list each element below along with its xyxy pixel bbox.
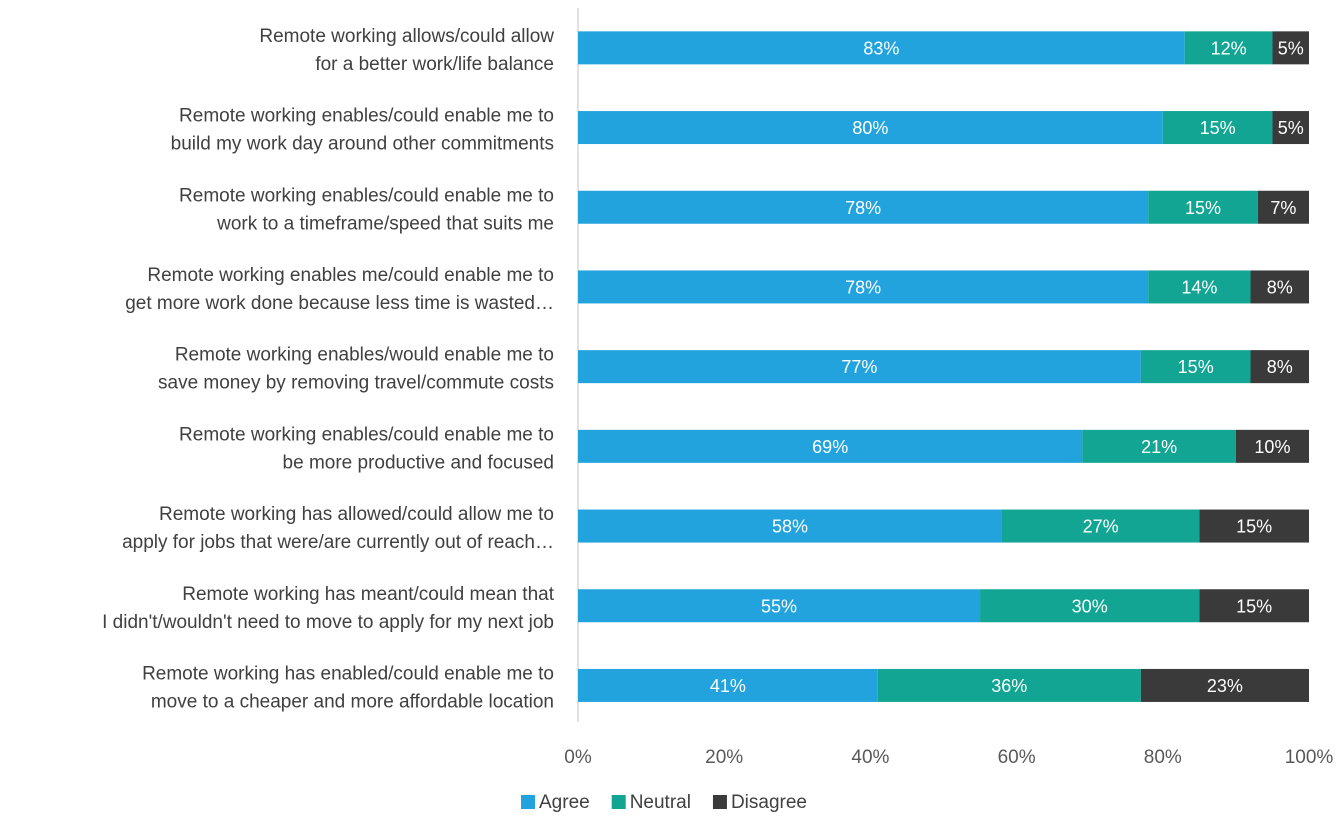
x-tick-label-40pct: 40% xyxy=(851,747,889,768)
data-label-neutral-1: 12% xyxy=(1211,38,1247,58)
data-label-agree-1: 83% xyxy=(863,38,899,58)
bar-neutral-4 xyxy=(1148,270,1251,304)
x-tick-label-0pct: 0% xyxy=(564,747,592,768)
legend-label-neutral: Neutral xyxy=(630,792,691,813)
data-label-disagree-7: 15% xyxy=(1236,517,1272,537)
data-label-agree-3: 78% xyxy=(845,198,881,218)
category-label-7: Remote working has allowed/could allow m… xyxy=(122,504,554,553)
data-label-neutral-2: 15% xyxy=(1200,118,1236,138)
x-tick-label-60pct: 60% xyxy=(998,747,1036,768)
data-label-agree-6: 69% xyxy=(812,437,848,457)
bar-neutral-9 xyxy=(877,668,1141,702)
bar-disagree-4 xyxy=(1250,270,1309,304)
data-label-agree-2: 80% xyxy=(852,118,888,138)
category-label-1: Remote working allows/could allow for a b… xyxy=(259,26,554,75)
bar-agree-2 xyxy=(578,111,1163,145)
bar-neutral-2 xyxy=(1162,111,1273,145)
bar-disagree-6 xyxy=(1235,429,1309,463)
data-label-disagree-2: 5% xyxy=(1278,118,1304,138)
category-label-9: Remote working has enabled/could enable … xyxy=(142,663,554,712)
data-label-disagree-8: 15% xyxy=(1236,596,1272,616)
bar-agree-5 xyxy=(578,350,1141,384)
bar-agree-9 xyxy=(578,668,878,702)
bar-neutral-6 xyxy=(1082,429,1236,463)
bar-disagree-7 xyxy=(1199,509,1309,543)
x-tick-label-100pct: 100% xyxy=(1285,747,1334,768)
data-label-disagree-6: 10% xyxy=(1254,437,1290,457)
data-label-neutral-5: 15% xyxy=(1178,357,1214,377)
plot-area: 83% 12% 5% 80% 15% 5% 78% 15% 7% 78% 14% 8% 77% 15% 8%… xyxy=(577,8,1309,722)
bar-neutral-8 xyxy=(980,589,1200,623)
x-tick-label-80pct: 80% xyxy=(1144,747,1182,768)
legend-swatch-disagree xyxy=(712,795,727,809)
legend: Agree Neutral Disagree xyxy=(521,792,807,813)
legend-label-disagree: Disagree xyxy=(731,792,807,813)
data-label-neutral-7: 27% xyxy=(1083,517,1119,537)
data-label-disagree-4: 8% xyxy=(1267,277,1293,297)
data-label-agree-8: 55% xyxy=(761,596,797,616)
data-label-agree-9: 41% xyxy=(710,676,746,696)
bar-neutral-5 xyxy=(1140,350,1251,384)
bar-agree-4 xyxy=(578,270,1149,304)
bar-disagree-1 xyxy=(1272,31,1309,65)
data-label-neutral-4: 14% xyxy=(1181,277,1217,297)
category-label-6: Remote working enables/could enable me t… xyxy=(179,424,554,473)
bar-agree-8 xyxy=(578,589,981,623)
bar-neutral-3 xyxy=(1148,190,1258,224)
category-label-5: Remote working enables/would enable me t… xyxy=(158,345,554,394)
legend-swatch-agree xyxy=(521,795,535,809)
data-label-disagree-1: 5% xyxy=(1278,38,1304,58)
bar-disagree-2 xyxy=(1272,111,1309,145)
category-label-2: Remote working enables/could enable me t… xyxy=(171,106,554,155)
bar-agree-6 xyxy=(578,429,1083,463)
bar-agree-1 xyxy=(578,31,1185,65)
data-label-disagree-9: 23% xyxy=(1207,676,1243,696)
category-labels: Remote working allows/could allow for a b… xyxy=(102,26,555,713)
x-tick-label-20pct: 20% xyxy=(705,747,743,768)
data-label-neutral-3: 15% xyxy=(1185,198,1221,218)
category-label-3: Remote working enables/could enable me t… xyxy=(179,185,554,234)
category-label-8: Remote working has meant/could mean that… xyxy=(102,584,555,633)
data-label-agree-5: 77% xyxy=(841,357,877,377)
data-label-neutral-9: 36% xyxy=(991,676,1027,696)
data-label-neutral-6: 21% xyxy=(1141,437,1177,457)
legend-swatch-neutral xyxy=(611,795,626,809)
bar-agree-3 xyxy=(578,190,1149,224)
bar-disagree-9 xyxy=(1140,668,1309,702)
legend-label-agree: Agree xyxy=(539,792,590,813)
bar-neutral-7 xyxy=(1001,509,1200,543)
bar-agree-7 xyxy=(578,509,1002,543)
x-axis-ticks: 0% 20% 40% 60% 80% 100% xyxy=(564,747,1333,768)
bar-disagree-3 xyxy=(1257,190,1309,224)
bar-disagree-5 xyxy=(1250,350,1309,384)
bar-neutral-1 xyxy=(1184,31,1273,65)
data-label-agree-4: 78% xyxy=(845,277,881,297)
data-label-neutral-8: 30% xyxy=(1072,596,1108,616)
data-label-agree-7: 58% xyxy=(772,517,808,537)
data-label-disagree-5: 8% xyxy=(1267,357,1293,377)
data-label-disagree-3: 7% xyxy=(1270,198,1296,218)
category-label-4: Remote working enables me/could enable m… xyxy=(125,265,554,314)
bar-disagree-8 xyxy=(1199,589,1309,623)
